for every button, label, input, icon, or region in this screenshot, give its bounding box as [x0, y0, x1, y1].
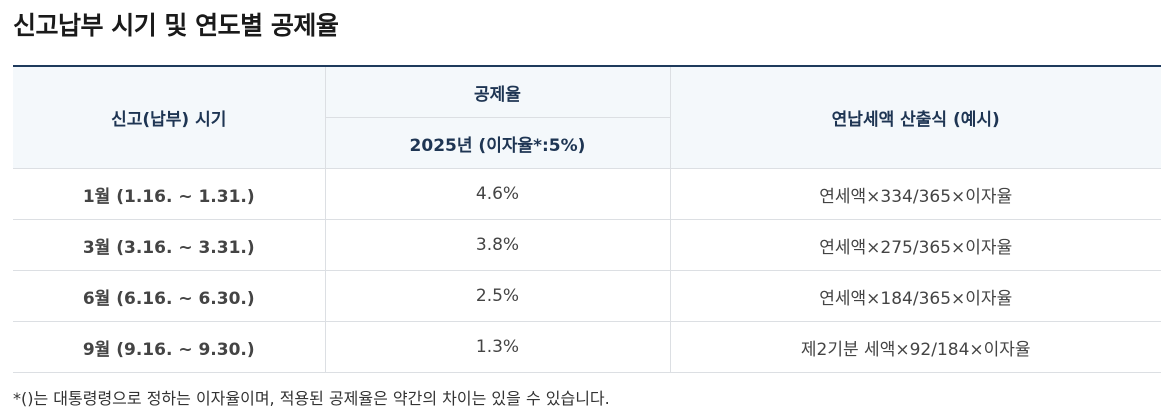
header-period: 신고(납부) 시기 — [13, 65, 326, 169]
header-rate-year: 2025년 (이자율*:5%) — [325, 117, 671, 169]
formula-cell: 제2기분 세액×92/184×이자율 — [670, 321, 1161, 373]
table-subheader-row: 2025년 (이자율*:5%) — [13, 117, 1161, 169]
table-row: 6월 (6.16. ~ 6.30.) 2.5% 연세액×184/365×이자율 — [13, 270, 1161, 322]
formula-cell: 연세액×184/365×이자율 — [670, 270, 1161, 322]
rate-cell: 1.3% — [325, 321, 671, 373]
header-formula: 연납세액 산출식 (예시) — [670, 65, 1161, 169]
period-cell: 3월 (3.16. ~ 3.31.) — [13, 219, 326, 271]
period-cell: 1월 (1.16. ~ 1.31.) — [13, 168, 326, 220]
formula-cell: 연세액×275/365×이자율 — [670, 219, 1161, 271]
rate-cell: 3.8% — [325, 219, 671, 271]
table-row: 3월 (3.16. ~ 3.31.) 3.8% 연세액×275/365×이자율 — [13, 219, 1161, 271]
footnote: *()는 대통령령으로 정하는 이자율이며, 적용된 공제율은 약간의 차이는 … — [13, 389, 610, 408]
table-row: 9월 (9.16. ~ 9.30.) 1.3% 제2기분 세액×92/184×이… — [13, 321, 1161, 373]
table-header-row: 신고(납부) 시기 공제율 연납세액 산출식 (예시) — [13, 65, 1161, 169]
period-cell: 9월 (9.16. ~ 9.30.) — [13, 321, 326, 373]
page-title: 신고납부 시기 및 연도별 공제율 — [13, 11, 339, 40]
table-row: 1월 (1.16. ~ 1.31.) 4.6% 연세액×334/365×이자율 — [13, 168, 1161, 220]
rate-cell: 4.6% — [325, 168, 671, 220]
period-cell: 6월 (6.16. ~ 6.30.) — [13, 270, 326, 322]
header-rate-group: 공제율 — [325, 65, 671, 118]
deduction-rate-table: 신고(납부) 시기 공제율 연납세액 산출식 (예시) 2025년 (이자율*:… — [13, 65, 1161, 373]
rate-cell: 2.5% — [325, 270, 671, 322]
formula-cell: 연세액×334/365×이자율 — [670, 168, 1161, 220]
